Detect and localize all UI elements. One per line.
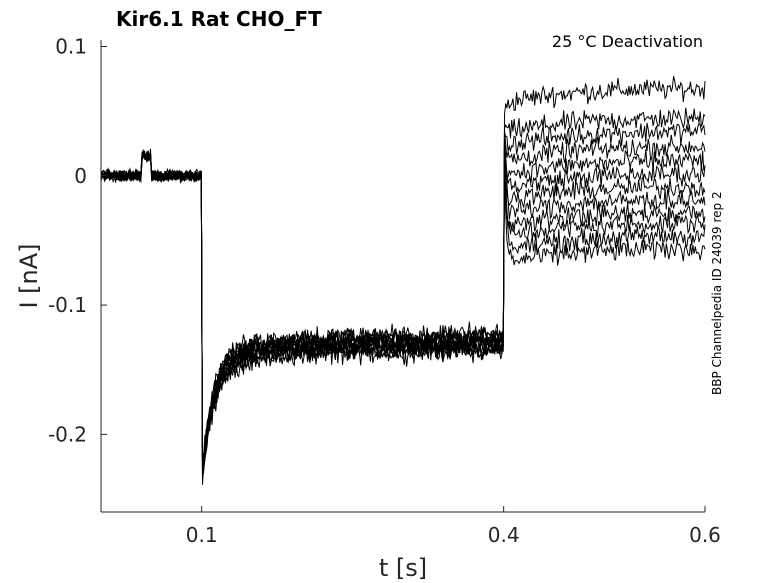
condition-annotation: 25 °C Deactivation — [552, 32, 703, 51]
current-trace — [100, 151, 706, 460]
traces-group — [100, 75, 706, 485]
current-trace — [100, 149, 706, 463]
chart-title: Kir6.1 Rat CHO_FT — [116, 7, 322, 31]
current-trace — [100, 148, 706, 472]
x-tick-label: 0.6 — [689, 523, 721, 547]
y-axis-label: I [nA] — [15, 243, 43, 308]
y-tick-label: -0.2 — [48, 422, 87, 446]
current-trace — [100, 150, 706, 470]
current-trace — [100, 142, 706, 466]
current-trace — [100, 75, 706, 479]
x-tick-label: 0.4 — [488, 523, 520, 547]
current-trace — [100, 130, 706, 476]
x-tick-label: 0.1 — [186, 523, 218, 547]
y-tick-label: 0 — [74, 164, 87, 188]
current-trace — [101, 152, 706, 469]
axes-group — [100, 40, 705, 513]
current-trace — [100, 107, 706, 485]
current-trace — [100, 136, 706, 473]
current-trace — [100, 152, 706, 455]
side-note: BBP Channelpedia ID 24039 rep 2 — [710, 191, 724, 395]
x-axis-label: t [s] — [379, 554, 427, 582]
y-tick-label: 0.1 — [55, 34, 87, 58]
y-tick-label: -0.1 — [48, 293, 87, 317]
ticks-group: 0.1 0.4 0.6 0.1 0 -0.1 -0.2 — [48, 34, 721, 547]
